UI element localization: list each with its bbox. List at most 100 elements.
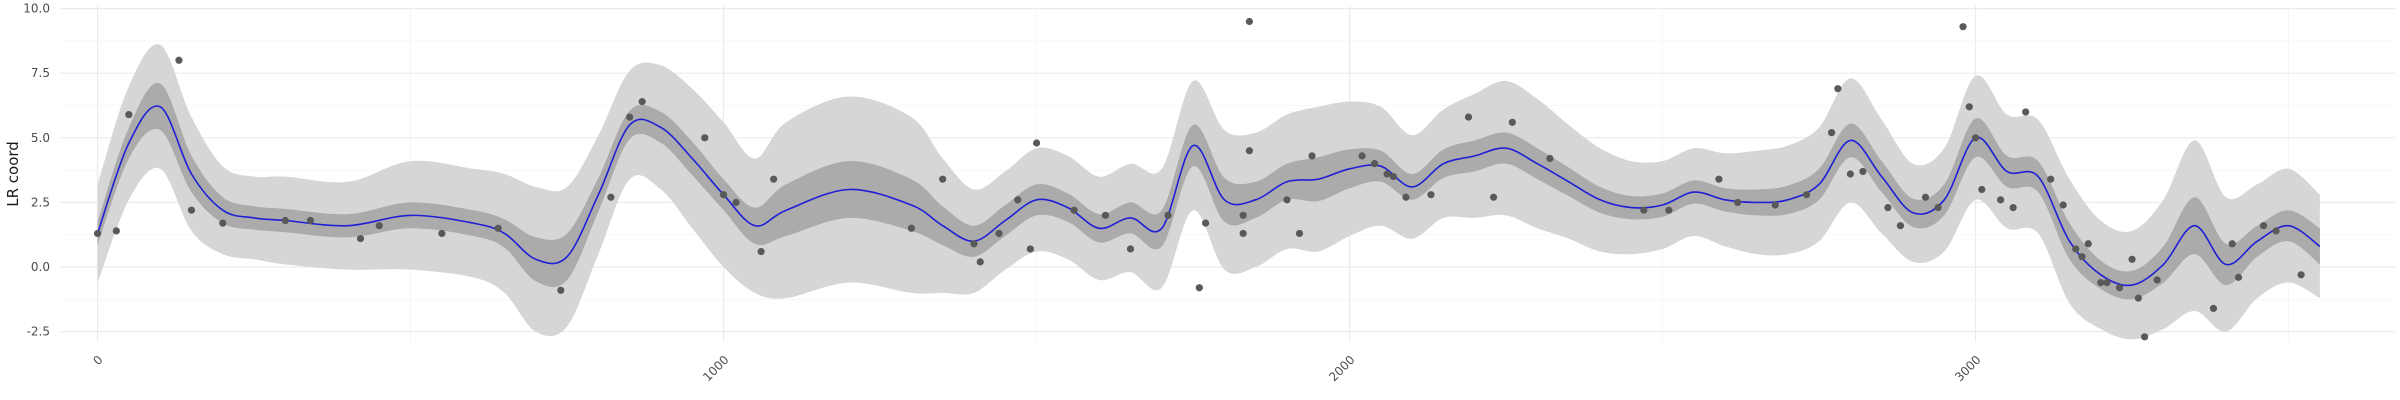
data-point xyxy=(112,227,120,235)
y-tick-label: 10.0 xyxy=(23,2,50,16)
data-point xyxy=(306,216,315,225)
data-point xyxy=(1245,17,1254,26)
data-point xyxy=(2059,201,2067,209)
data-point xyxy=(1026,245,1034,253)
data-point xyxy=(125,110,133,119)
data-point xyxy=(1508,118,1516,126)
x-tick-label: 2000 xyxy=(1326,353,1357,384)
data-point xyxy=(1827,129,1836,137)
data-point xyxy=(1884,204,1892,212)
data-point xyxy=(2297,271,2305,279)
data-point xyxy=(1734,198,1742,207)
data-point xyxy=(1164,211,1172,219)
data-point xyxy=(1101,211,1110,219)
y-tick-label: 5.0 xyxy=(31,131,50,145)
data-point xyxy=(2009,204,2017,212)
y-axis-title: LR coord xyxy=(4,141,22,207)
data-point xyxy=(93,229,102,238)
y-axis-ticks: -2.5 0.0 2.5 5.0 7.5 10.0 xyxy=(23,2,50,339)
data-point xyxy=(187,206,196,214)
data-point xyxy=(1389,172,1397,181)
data-point xyxy=(1239,211,1247,219)
data-point xyxy=(995,229,1003,238)
y-tick-label: 0.0 xyxy=(31,260,50,274)
data-point xyxy=(1308,152,1316,160)
data-point xyxy=(1489,193,1498,201)
data-point xyxy=(375,222,383,230)
data-point xyxy=(1295,229,1304,238)
data-point xyxy=(607,193,615,201)
data-point xyxy=(281,216,289,225)
data-point xyxy=(2209,304,2218,312)
y-tick-label: 2.5 xyxy=(31,195,50,209)
data-point xyxy=(494,224,502,232)
data-point xyxy=(2272,227,2280,235)
data-point xyxy=(1201,219,1210,227)
data-point xyxy=(1371,160,1379,168)
data-point xyxy=(719,191,728,199)
data-point xyxy=(2259,222,2268,230)
x-tick-label: 0 xyxy=(90,353,105,368)
data-point xyxy=(1070,206,1078,214)
data-point xyxy=(1715,175,1723,183)
data-point xyxy=(2228,240,2236,248)
inner-confidence-band xyxy=(97,82,2320,300)
data-point xyxy=(1771,201,1779,209)
data-point xyxy=(1032,139,1041,147)
data-point xyxy=(356,235,365,243)
data-point xyxy=(1921,193,1930,201)
data-point xyxy=(1283,196,1291,204)
data-point xyxy=(1978,185,1986,194)
data-point xyxy=(1997,196,2005,204)
data-point xyxy=(1665,206,1673,214)
y-tick-label: 7.5 xyxy=(31,66,50,80)
data-point xyxy=(1427,191,1435,199)
data-point xyxy=(1640,206,1648,214)
data-point xyxy=(1859,167,1867,176)
data-point xyxy=(757,247,765,256)
data-point xyxy=(1014,196,1022,204)
y-tick-label: -2.5 xyxy=(27,325,50,339)
data-point xyxy=(1239,229,1247,238)
data-point xyxy=(438,229,446,238)
data-point xyxy=(2022,108,2030,116)
data-point xyxy=(2134,294,2142,302)
data-point xyxy=(1358,152,1366,160)
data-point xyxy=(1896,222,1905,230)
data-point xyxy=(1195,284,1203,292)
data-point xyxy=(1959,23,1967,31)
data-point xyxy=(219,219,227,227)
data-point xyxy=(638,98,646,106)
data-point xyxy=(1402,193,1410,201)
data-point xyxy=(2140,333,2149,341)
data-point xyxy=(1383,170,1391,178)
data-point xyxy=(976,258,984,266)
data-point xyxy=(2084,240,2092,248)
data-point xyxy=(1464,113,1473,121)
data-point xyxy=(2072,245,2080,253)
x-axis-ticks: 0 1000 2000 3000 xyxy=(90,353,1983,384)
confidence-bands xyxy=(97,44,2320,340)
x-tick-label: 3000 xyxy=(1952,353,1983,384)
data-points xyxy=(93,17,2305,341)
data-point xyxy=(2234,273,2243,281)
data-point xyxy=(2047,175,2055,183)
data-point xyxy=(2103,278,2111,287)
data-point xyxy=(175,56,183,64)
data-point xyxy=(2078,253,2086,261)
data-point xyxy=(2115,284,2124,292)
data-point xyxy=(1546,154,1554,163)
data-point xyxy=(1834,85,1842,93)
data-point xyxy=(770,175,778,183)
data-point xyxy=(939,175,947,183)
data-point xyxy=(2097,278,2105,287)
data-point xyxy=(1846,170,1854,178)
outer-confidence-band xyxy=(97,44,2320,340)
data-point xyxy=(1126,245,1135,253)
data-point xyxy=(1971,134,1980,142)
data-point xyxy=(626,113,634,121)
x-tick-label: 1000 xyxy=(700,353,731,384)
data-point xyxy=(2153,276,2161,284)
data-point xyxy=(557,286,565,294)
